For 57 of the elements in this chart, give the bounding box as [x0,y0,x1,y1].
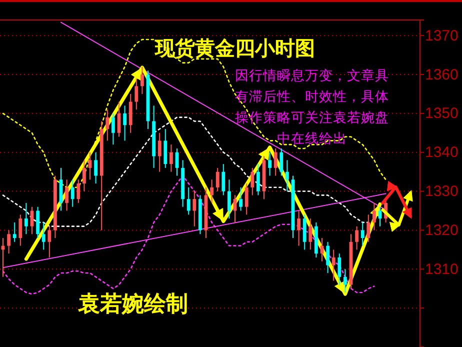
candlestick [82,160,86,192]
candlestick [268,152,272,176]
candlestick [140,66,144,94]
candlestick [210,179,214,204]
y-tick-label: 1330 [425,183,458,200]
candlestick [94,152,98,184]
candlestick [332,249,336,282]
annotation: 袁若婉绘制 [77,291,188,317]
candlestick [239,186,242,212]
text: 现货黄金四小时图 [154,36,315,60]
candlestick [233,194,237,223]
candlestick [48,226,52,258]
y-tick-label: 1310 [425,260,458,278]
candlestick [360,222,364,246]
candlestick [123,105,126,142]
candlestick [65,179,68,212]
candlestick [192,190,196,227]
candlestick [222,164,226,196]
candlestick [18,214,22,246]
candlestick [128,93,132,134]
candlestick [326,241,330,274]
candlestick [338,253,342,286]
candlestick [228,179,231,220]
candlestick [112,112,115,146]
candlestick [355,226,358,250]
candlestick [286,160,289,192]
candlestick [244,183,248,216]
candlestick [280,148,284,176]
candlestick [366,214,370,242]
candlestick [164,128,168,168]
candlestick [70,179,74,208]
candlestick [106,109,110,142]
candlestick [170,144,173,172]
candlestick [256,164,260,196]
candlestick [12,222,16,242]
candlestick [297,210,300,246]
candlestick [274,148,278,176]
candlestick [76,179,80,204]
candlestick [7,230,10,254]
candlestick [372,202,376,231]
candlestick [36,206,40,238]
candlestick [134,78,138,110]
candlestick [24,202,28,235]
candlestick [302,214,306,250]
y-tick-label: 1360 [425,66,458,84]
y-tick-label: 1320 [425,222,458,240]
candlestick [216,167,220,192]
candlestick [158,132,162,172]
y-tick-label: 1350 [425,105,458,122]
candlestick [186,186,190,216]
y-tick-label: 1370 [425,27,458,44]
candlestick [344,268,347,293]
candlestick [308,218,312,250]
candlestick [88,152,92,180]
candlestick [250,167,254,196]
y-tick-label: 1340 [425,144,458,162]
candlestick [42,222,46,250]
